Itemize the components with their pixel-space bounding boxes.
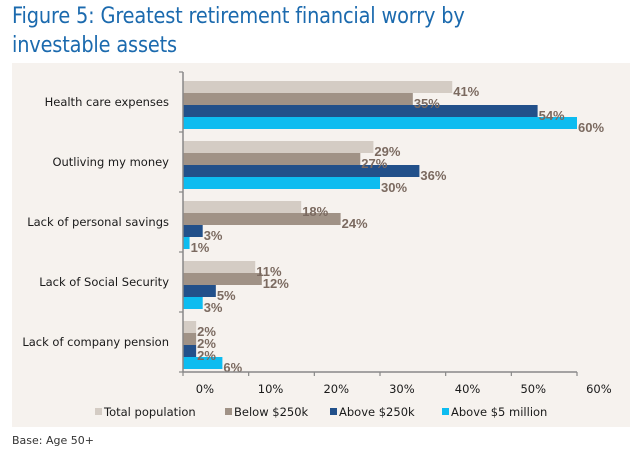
data-label: 41% [453,84,479,99]
bar [183,237,190,249]
legend-label: Above $250k [339,405,415,419]
data-label: 12% [263,276,289,291]
legend: Total population Below $250k Above $250k Ab… [95,405,547,419]
x-tick-label: 20% [323,382,349,396]
x-tick-label: 10% [258,382,284,396]
data-label: 27% [361,156,387,171]
base-note: Base: Age 50+ [12,434,94,447]
data-label: 24% [342,216,368,231]
axis-layer: Health care expenses Outliving my money La… [22,71,612,396]
legend-swatch [330,408,337,415]
data-label: 3% [204,228,223,243]
category-label: Lack of company pension [22,335,169,349]
x-tick-label: 0% [196,382,214,396]
bars-layer [183,81,577,369]
x-tick-label: 40% [455,382,481,396]
bar [183,213,341,225]
bar [183,141,374,153]
bar [183,117,577,129]
legend-label: Below $250k [234,405,309,419]
bar [183,225,203,237]
data-label: 1% [191,240,210,255]
data-label: 3% [204,300,223,315]
legend-swatch [95,408,102,415]
bar [183,81,453,93]
category-label: Lack of Social Security [39,275,169,289]
chart-title: Figure 5: Greatest retirement financial … [12,3,465,58]
bar [183,285,216,297]
x-tick-label: 60% [586,382,612,396]
bar [183,273,262,285]
data-label: 30% [381,180,407,195]
category-label: Health care expenses [45,95,169,109]
data-label: 18% [302,204,328,219]
data-label: 35% [414,96,440,111]
x-tick-label: 30% [389,382,415,396]
legend-swatch [225,408,232,415]
bar [183,177,380,189]
bar [183,297,203,309]
category-label: Lack of personal savings [27,215,169,229]
bar [183,201,302,213]
bar [183,333,197,345]
data-label: 11% [256,264,282,279]
legend-label: Total population [103,405,196,419]
data-label: 2% [197,348,216,363]
bar [183,93,413,105]
bar [183,261,256,273]
bar [183,321,197,333]
category-label: Outliving my money [52,155,169,169]
x-tick-label: 50% [520,382,546,396]
bar [183,165,420,177]
data-label: 2% [197,336,216,351]
legend-label: Above $5 million [451,405,547,419]
data-label: 60% [578,120,604,135]
bar [183,345,197,357]
data-label: 5% [217,288,236,303]
bar [183,357,223,369]
data-label: 2% [197,324,216,339]
data-label: 36% [420,168,446,183]
bar [183,153,361,165]
data-label: 29% [374,144,400,159]
bar [183,105,538,117]
data-label: 54% [539,108,565,123]
legend-swatch [442,408,449,415]
